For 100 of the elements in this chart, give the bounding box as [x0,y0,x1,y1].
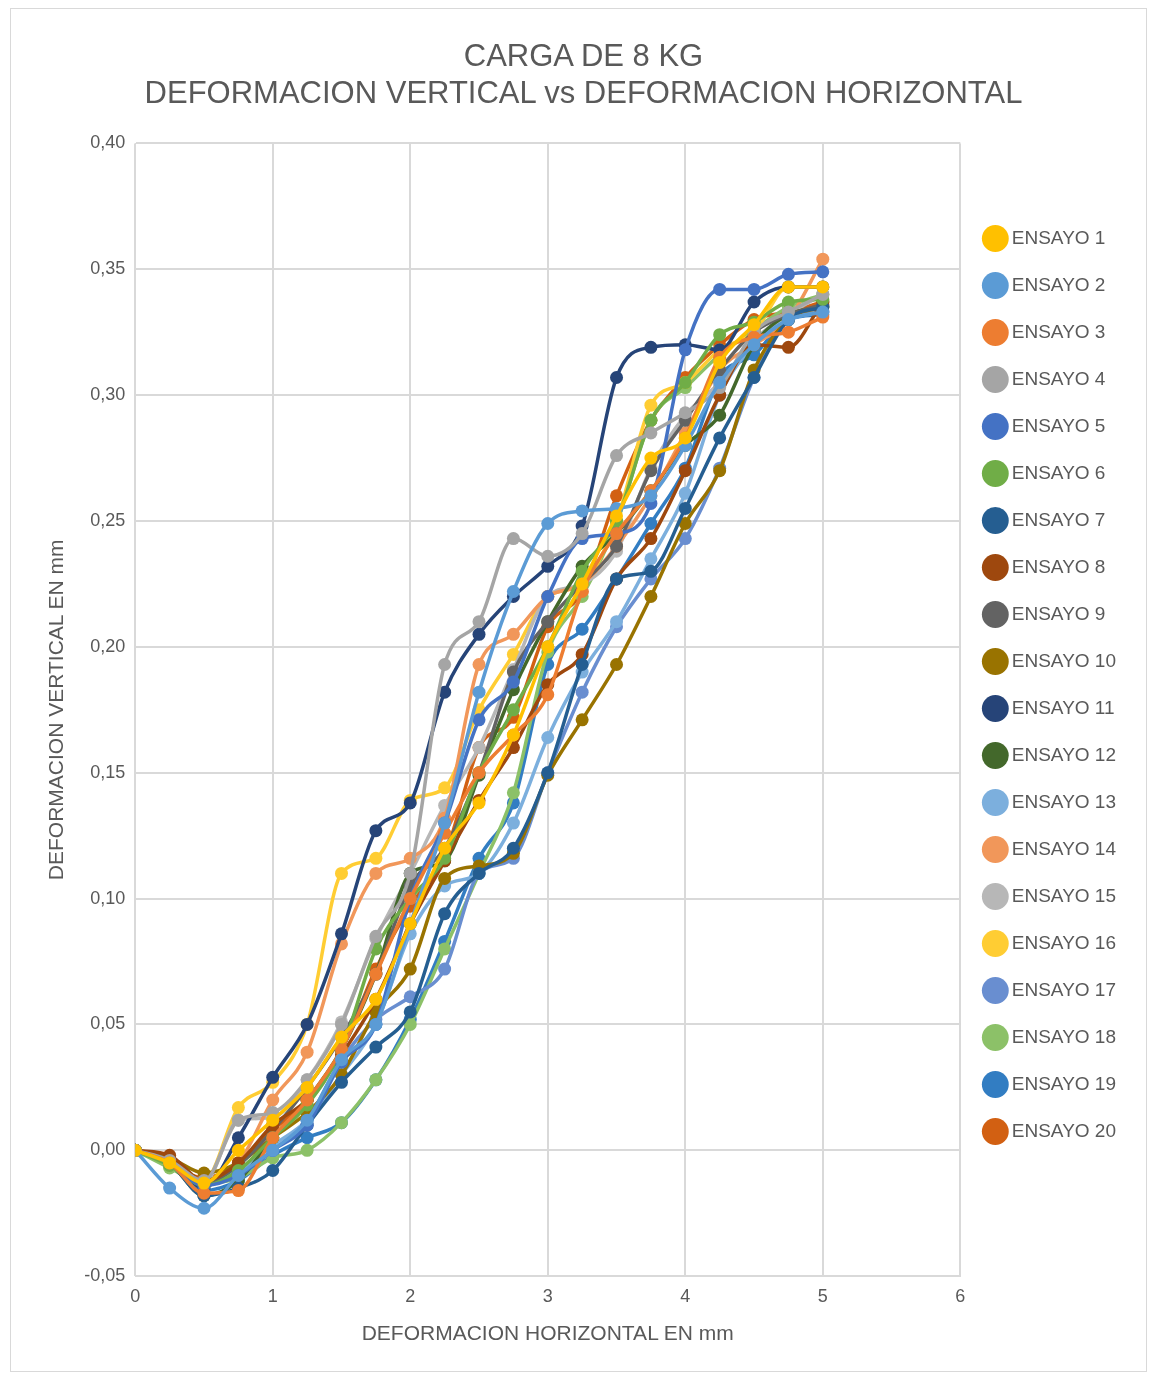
point [506,703,520,717]
legend-label: ENSAYO 13 [1011,790,1117,812]
point [575,657,589,671]
point [816,252,830,266]
point [335,1075,348,1089]
point [575,504,589,518]
point [438,871,452,885]
x-tick-label: 4 [680,1285,691,1306]
x-tick-label: 5 [817,1285,828,1306]
point [472,615,486,629]
point [438,962,452,976]
point [713,408,727,422]
point [438,657,452,671]
point [747,295,761,309]
point [506,816,520,830]
point [781,267,795,281]
point [541,730,555,744]
point [678,486,692,500]
legend-label: ENSAYO 8 [1011,555,1106,577]
point [335,866,348,880]
point [369,824,383,838]
point [747,282,761,296]
point [472,685,486,699]
point [678,532,692,546]
legend-label: ENSAYO 20 [1011,1119,1117,1141]
point [678,517,692,531]
point [197,1201,211,1215]
legend-label: ENSAYO 7 [1011,508,1106,530]
point [713,328,727,342]
point [575,713,589,727]
point [472,627,486,641]
point [610,615,624,629]
point [266,1093,280,1107]
point [506,786,520,800]
legend-label: ENSAYO 17 [1011,978,1117,1000]
point [713,355,727,369]
point [403,1017,417,1031]
point [678,343,692,357]
legend-label: ENSAYO 1 [1011,226,1106,248]
point [644,532,658,546]
point [816,265,830,279]
point [610,371,624,385]
point [403,1005,417,1019]
point [575,685,589,699]
legend-label: ENSAYO 10 [1011,649,1117,671]
point [506,532,520,546]
point [541,688,555,702]
point [300,1045,314,1059]
point [438,942,452,956]
point [575,622,589,636]
point [231,1143,245,1157]
y-tick-label: 0,10 [90,887,126,908]
legend-label: ENSAYO 14 [1011,837,1117,859]
point [438,781,452,795]
y-tick-label: -0,05 [84,1265,126,1286]
y-tick-label: 0,35 [90,258,126,279]
y-tick-label: 0,40 [90,132,126,153]
legend-label: ENSAYO 12 [1011,743,1117,765]
point [472,657,486,671]
point [231,1101,245,1115]
point [575,527,589,541]
point [541,549,555,563]
legend-label: ENSAYO 4 [1011,367,1106,389]
point [610,509,624,523]
legend-label: ENSAYO 18 [1011,1025,1117,1047]
point [644,451,658,465]
y-tick-label: 0,15 [90,761,126,782]
x-tick-label: 6 [955,1285,966,1306]
legend-label: ENSAYO 6 [1011,461,1106,483]
legend-label: ENSAYO 15 [1011,884,1117,906]
point [644,517,658,531]
y-axis-title: DEFORMACION VERTICAL EN mm [44,539,68,881]
point [369,1040,383,1054]
point [300,1131,314,1145]
point [644,398,658,412]
point [781,325,795,339]
legend-label: ENSAYO 3 [1011,320,1106,342]
legend-label: ENSAYO 2 [1011,273,1106,295]
point [678,501,692,515]
point [506,841,520,855]
point [713,431,727,445]
point [438,907,452,921]
x-tick-label: 1 [267,1285,278,1306]
y-tick-label: 0,20 [90,635,126,656]
point [266,1070,280,1084]
legend-label: ENSAYO 16 [1011,931,1117,953]
point [610,489,624,503]
legend-label: ENSAYO 5 [1011,414,1106,436]
x-tick-label: 0 [130,1285,141,1306]
point [713,282,727,296]
point [644,564,658,578]
point [644,590,658,604]
point [335,927,348,941]
y-tick-label: 0,00 [90,1139,126,1160]
point [369,851,383,865]
point [266,1163,280,1177]
x-tick-label: 2 [405,1285,416,1306]
legend-label: ENSAYO 19 [1011,1072,1117,1094]
point [403,962,417,976]
x-tick-label: 3 [542,1285,553,1306]
